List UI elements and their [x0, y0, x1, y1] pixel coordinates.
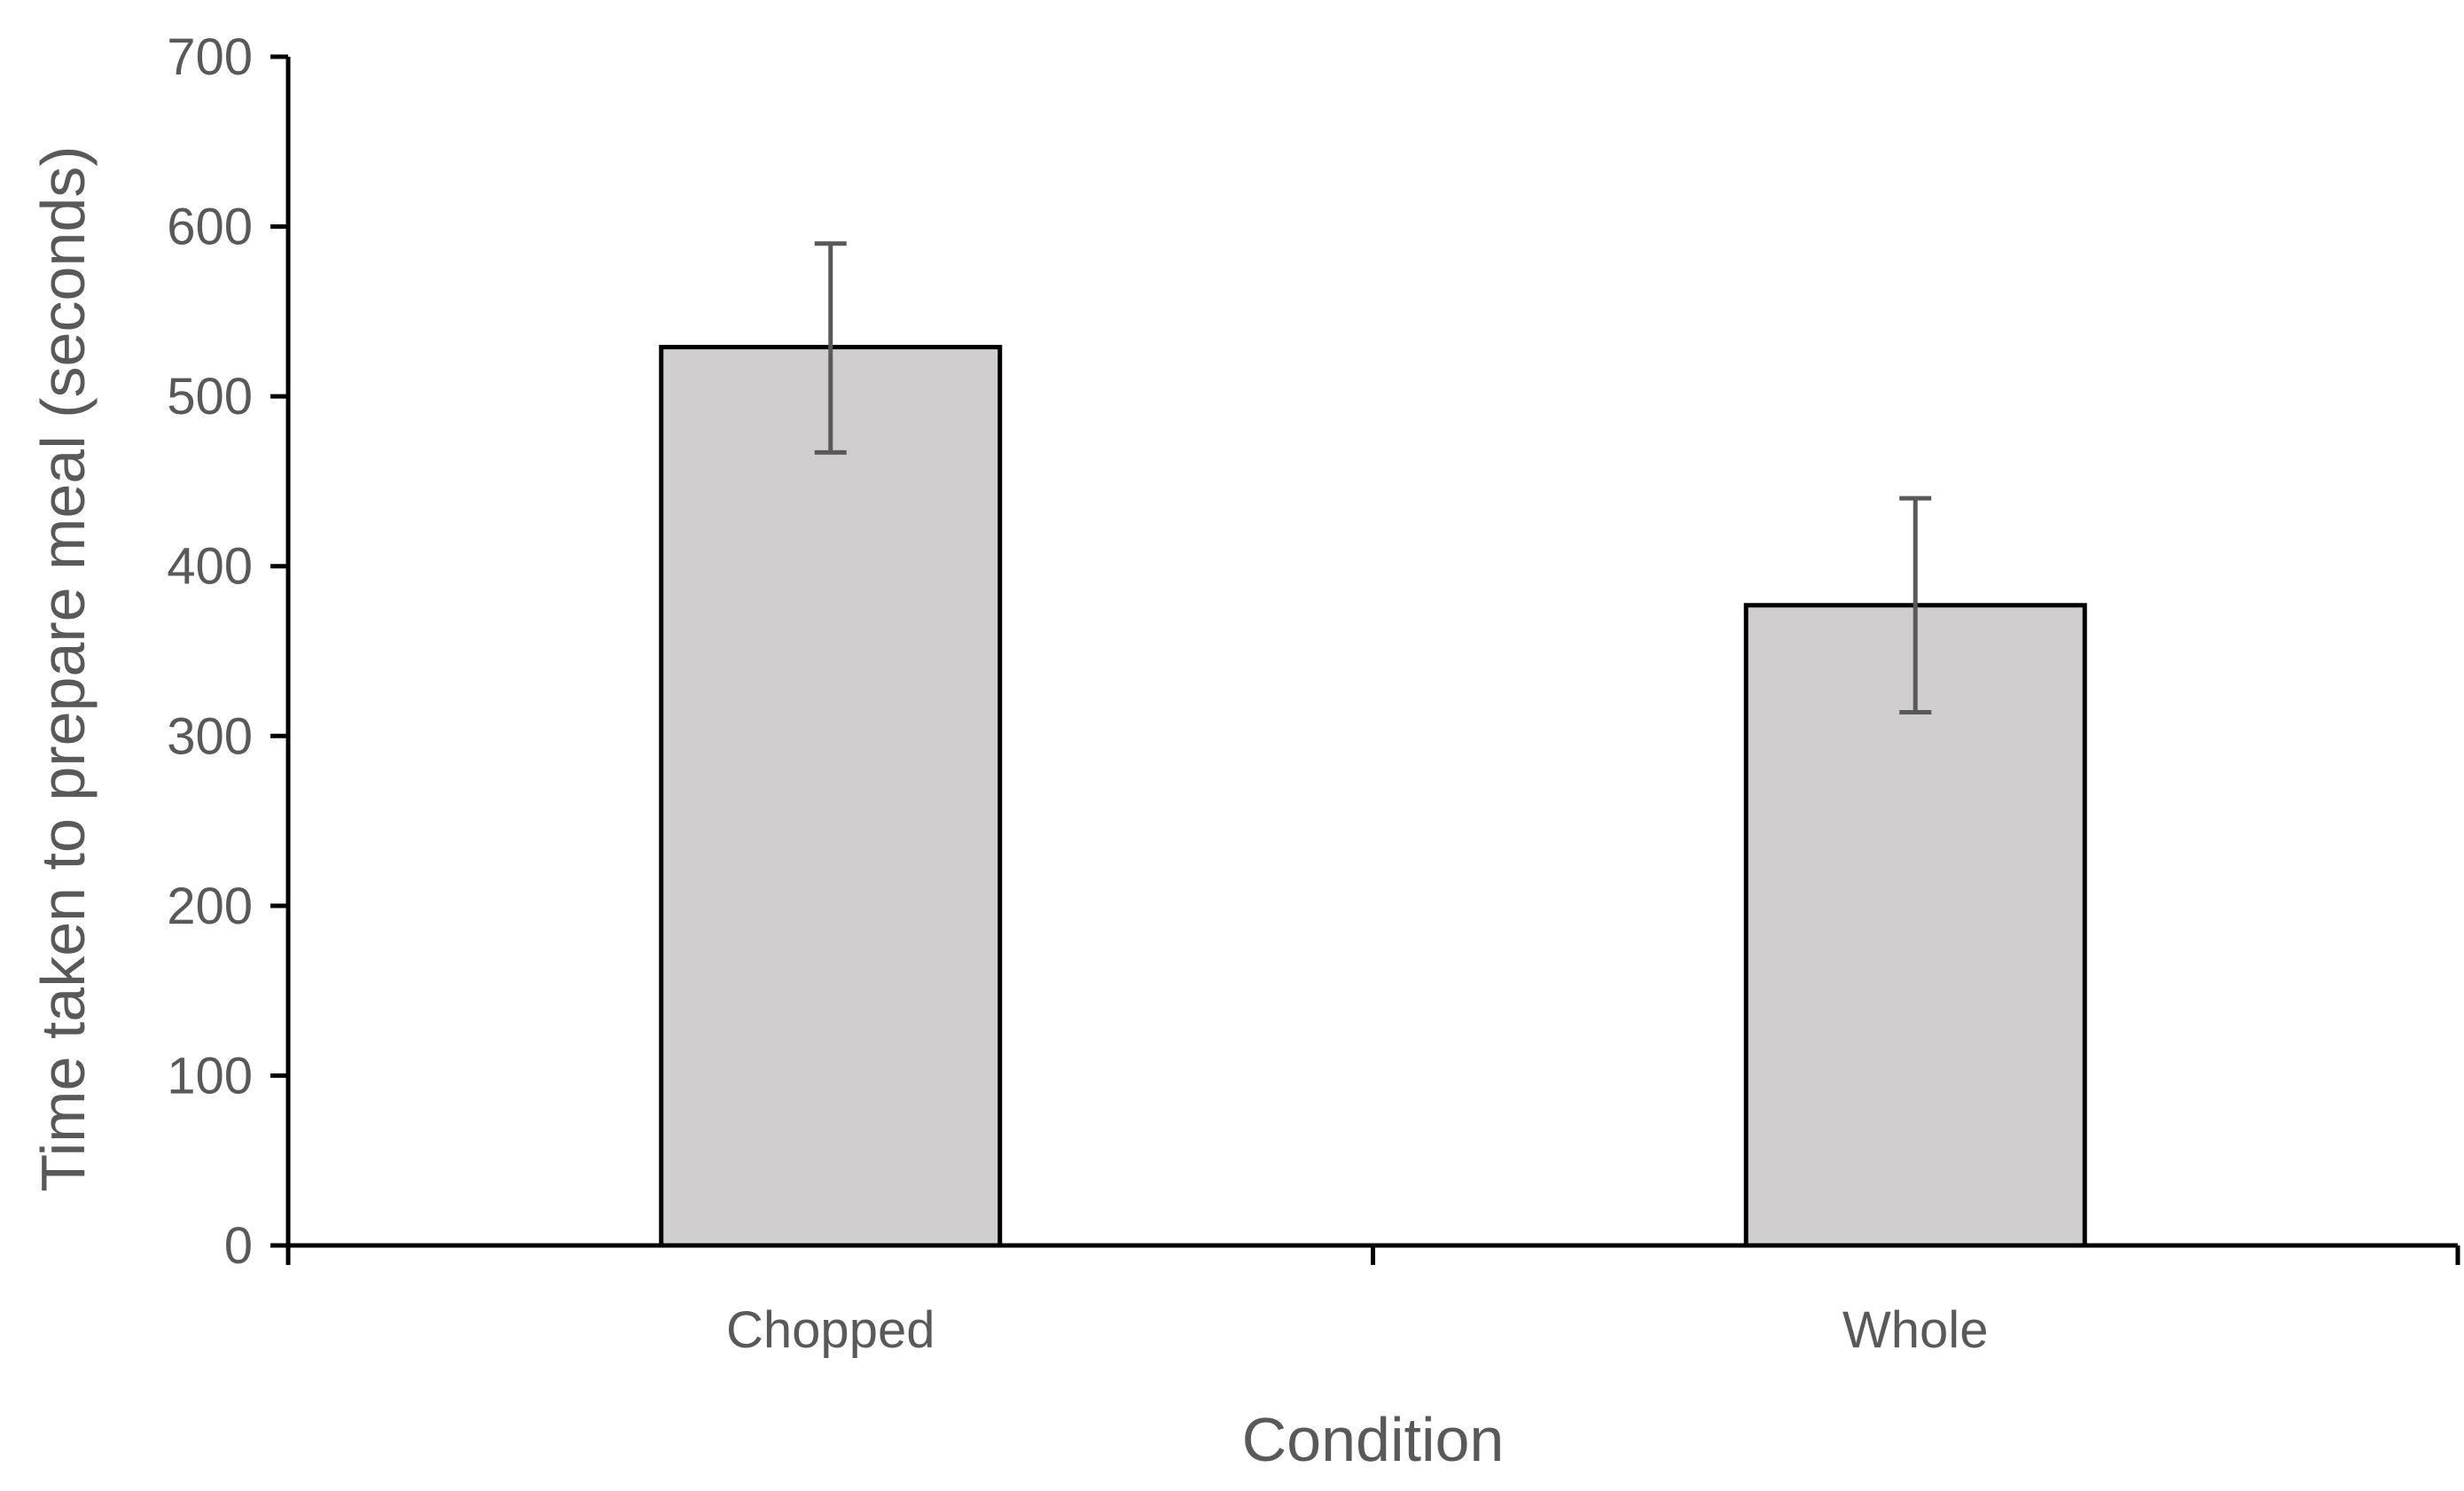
y-tick-label-600: 600	[167, 199, 253, 256]
y-tick-label-0: 0	[224, 1217, 253, 1275]
y-tick-label-200: 200	[167, 878, 253, 935]
labels-layer: Chopped Whole 0 100 200 300 400 500 600 700	[167, 28, 1988, 1359]
y-tick-label-300: 300	[167, 707, 253, 765]
bars-layer	[659, 345, 2087, 1248]
x-axis-title: Condition	[1242, 1405, 1505, 1474]
y-tick-label-700: 700	[167, 28, 253, 86]
error-bars-layer	[814, 241, 1932, 714]
bar-chopped	[659, 345, 1003, 1248]
x-tick-label-whole: Whole	[1842, 1301, 1988, 1359]
axes-layer	[270, 54, 2460, 1265]
y-tick-label-400: 400	[167, 538, 253, 596]
y-tick-label-500: 500	[167, 368, 253, 425]
x-tick-label-chopped: Chopped	[726, 1301, 935, 1359]
y-tick-label-100: 100	[167, 1047, 253, 1105]
y-axis-title: Time taken to prepare meal (seconds)	[28, 145, 98, 1191]
